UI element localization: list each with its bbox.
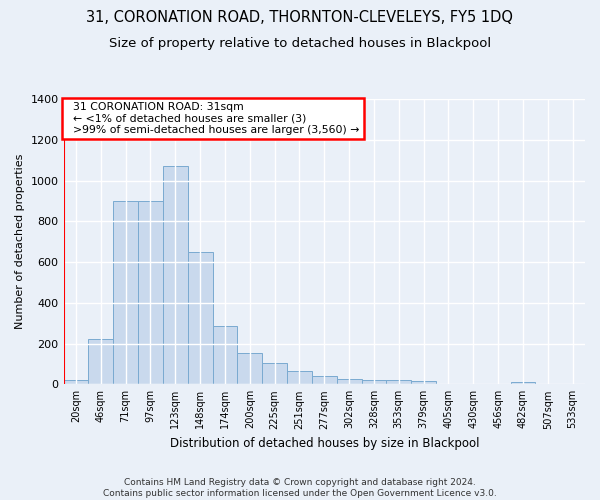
Bar bbox=[238, 352, 262, 384]
Bar bbox=[262, 363, 287, 384]
Bar bbox=[163, 166, 188, 384]
Bar bbox=[138, 201, 163, 384]
Text: 31, CORONATION ROAD, THORNTON-CLEVELEYS, FY5 1DQ: 31, CORONATION ROAD, THORNTON-CLEVELEYS,… bbox=[86, 10, 514, 25]
Bar bbox=[411, 381, 436, 384]
X-axis label: Distribution of detached houses by size in Blackpool: Distribution of detached houses by size … bbox=[170, 437, 479, 450]
Y-axis label: Number of detached properties: Number of detached properties bbox=[15, 154, 25, 330]
Bar bbox=[337, 379, 362, 384]
Bar bbox=[287, 371, 312, 384]
Text: 31 CORONATION ROAD: 31sqm
  ← <1% of detached houses are smaller (3)
  >99% of s: 31 CORONATION ROAD: 31sqm ← <1% of detac… bbox=[66, 102, 359, 135]
Bar bbox=[212, 326, 238, 384]
Bar bbox=[312, 376, 337, 384]
Bar bbox=[511, 382, 535, 384]
Bar bbox=[64, 380, 88, 384]
Bar bbox=[188, 252, 212, 384]
Text: Size of property relative to detached houses in Blackpool: Size of property relative to detached ho… bbox=[109, 38, 491, 51]
Bar bbox=[362, 380, 386, 384]
Bar bbox=[88, 340, 113, 384]
Bar bbox=[386, 380, 411, 384]
Text: Contains HM Land Registry data © Crown copyright and database right 2024.
Contai: Contains HM Land Registry data © Crown c… bbox=[103, 478, 497, 498]
Bar bbox=[113, 201, 138, 384]
